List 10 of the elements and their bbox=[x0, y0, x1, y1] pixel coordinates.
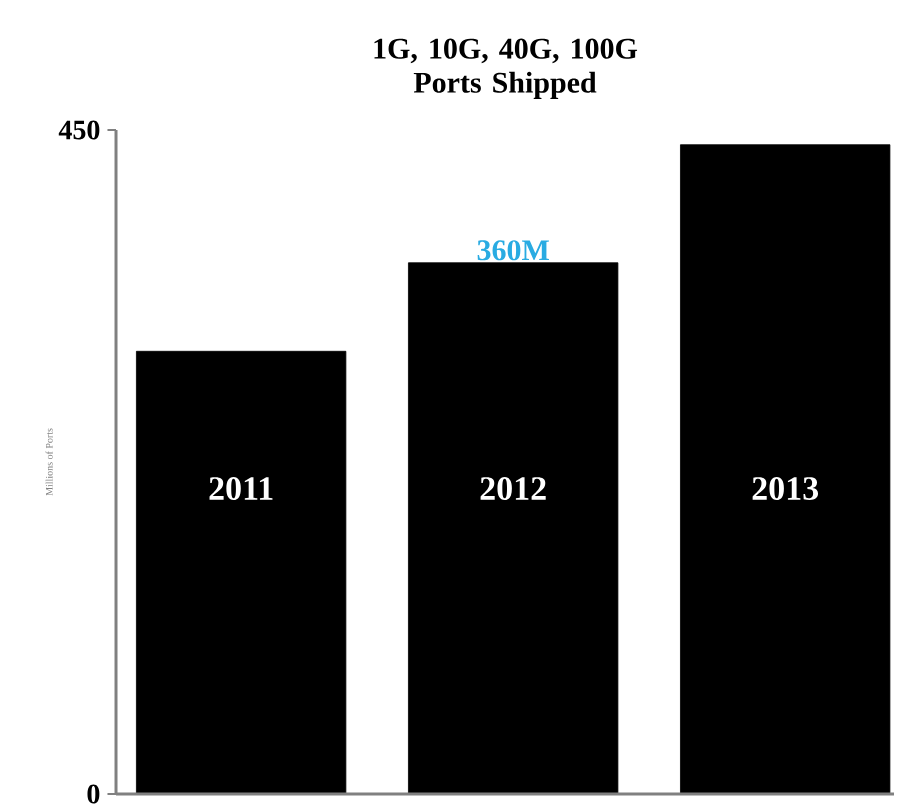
y-tick-label: 0 bbox=[87, 784, 100, 804]
x-tick-label: 2012 bbox=[480, 477, 546, 500]
bar bbox=[408, 262, 619, 795]
bar bbox=[680, 144, 891, 795]
x-tick-label: 2013 bbox=[752, 477, 819, 500]
y-tick-label: 450 bbox=[58, 120, 100, 140]
bar bbox=[136, 350, 347, 795]
chart-title: 1G, 10G, 40G, 100G Ports Shipped bbox=[374, 38, 638, 99]
data-label: 360M bbox=[477, 240, 549, 261]
x-tick-label: 2011 bbox=[209, 477, 273, 500]
